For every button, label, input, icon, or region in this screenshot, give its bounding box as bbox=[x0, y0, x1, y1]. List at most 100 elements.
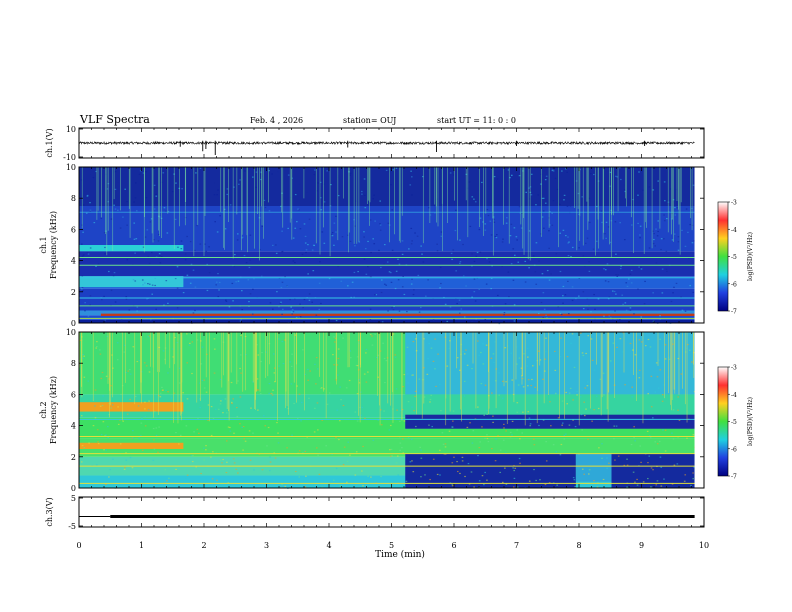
spectrogram-ch2-speckle bbox=[236, 480, 239, 483]
spectrogram-ch2-speckle bbox=[193, 431, 195, 433]
spectrogram-ch1-speckle bbox=[535, 204, 537, 206]
spectrogram-ch1-speckle bbox=[155, 195, 158, 197]
spectrogram-ch2-speckle bbox=[256, 344, 258, 346]
spectrogram-ch2-speckle bbox=[201, 346, 204, 348]
spectrogram-ch1-speckle bbox=[689, 223, 691, 226]
spectrogram-ch1-speckle bbox=[93, 221, 96, 224]
spectrogram-ch1-speckle bbox=[369, 308, 372, 310]
spectrogram-ch1-speckle bbox=[513, 254, 516, 256]
spectrogram-ch1-speckle bbox=[323, 242, 326, 244]
spectrogram-ch2-speckle bbox=[336, 409, 339, 411]
spectrogram-ch1-speckle bbox=[578, 277, 581, 280]
spectrogram-ch2-speckle bbox=[278, 365, 280, 367]
spectrogram-ch2-speckle bbox=[638, 339, 641, 341]
spectrogram-ch1-speckle bbox=[397, 279, 400, 281]
spectrogram-ch1-speckle bbox=[484, 229, 487, 231]
spectrogram-ch2-speckle bbox=[296, 385, 298, 387]
spectrogram-ch1-speckle bbox=[353, 271, 356, 274]
spectrogram-ch2-speckle bbox=[271, 394, 274, 396]
spectrogram-ch2-speckle bbox=[650, 467, 653, 469]
spectrogram-ch2-speckle bbox=[331, 453, 333, 455]
spectrogram-ch2-speckle bbox=[369, 333, 372, 336]
spectrogram-ch2-speckle bbox=[472, 430, 475, 432]
spectrogram-ch2-speckle bbox=[175, 431, 177, 434]
spectrogram-ch2-speckle bbox=[514, 467, 517, 469]
spectrogram-ch2-speckle bbox=[512, 486, 515, 488]
spectrogram-ch1-speckle bbox=[606, 263, 609, 265]
spectrogram-ch2-speckle bbox=[397, 474, 400, 476]
spectrogram-ch2-speckle bbox=[125, 371, 127, 374]
spectrogram-ch1-speckle bbox=[204, 243, 206, 245]
spectrogram-ch1-speckle bbox=[458, 312, 461, 314]
spectrogram-ch1-speckle bbox=[395, 167, 398, 169]
spectrogram-ch1-speckle bbox=[614, 221, 617, 223]
spectrogram-ch2-speckle bbox=[340, 399, 342, 401]
spectrogram-ch2-speckle bbox=[533, 444, 536, 446]
spectrogram-ch1-speckle bbox=[474, 201, 477, 203]
spectrogram-ch1-segment bbox=[79, 276, 184, 288]
spectrogram-ch2-speckle bbox=[402, 386, 404, 388]
spectrogram-ch1-speckle bbox=[142, 172, 145, 174]
spectrogram-ch2-speckle bbox=[609, 360, 612, 362]
spectrogram-ch1-speckle bbox=[439, 287, 441, 289]
spectrogram-ch2-speckle bbox=[263, 415, 265, 417]
spectrogram-ch1-speckle bbox=[644, 280, 646, 283]
spectrogram-ch1-speckle bbox=[186, 235, 188, 238]
spectrogram-ch2-speckle bbox=[406, 373, 409, 375]
spectrogram-ch2-speckle bbox=[100, 433, 103, 436]
spectrogram-ch2-speckle bbox=[657, 387, 660, 389]
spectrogram-ch1-speckle bbox=[410, 227, 413, 230]
spectrogram-ch1-speckle bbox=[663, 181, 666, 183]
spectrogram-ch2-ylabel: ch.2 bbox=[39, 401, 48, 418]
spectrogram-ch2-speckle bbox=[640, 461, 642, 463]
spectrogram-ch2-speckle bbox=[395, 462, 398, 464]
spectrogram-ch2-speckle bbox=[360, 414, 363, 416]
spectrogram-ch2-speckle bbox=[243, 438, 246, 440]
spectrogram-ch1-speckle bbox=[275, 252, 278, 254]
spectrogram-ch2-speckle bbox=[274, 457, 277, 459]
spectrogram-ch1-speckle bbox=[628, 203, 631, 205]
spectrogram-ch2-speckle bbox=[647, 393, 650, 395]
spectrogram-ch1-speckle bbox=[490, 287, 492, 290]
spectrogram-ch2-speckle bbox=[307, 368, 309, 371]
spectrogram-ch1-speckle bbox=[666, 217, 668, 220]
spectrogram-ch2-speckle bbox=[256, 378, 259, 380]
spectrogram-ch1-speckle bbox=[307, 243, 309, 246]
spectrogram-ch1-speckle bbox=[84, 302, 86, 304]
spectrogram-ch2-speckle bbox=[298, 450, 301, 452]
spectrogram-ch2-speckle bbox=[598, 447, 600, 449]
spectrogram-ch1-speckle bbox=[102, 168, 104, 171]
spectrogram-ch1-speckle bbox=[146, 229, 149, 231]
spectrogram-ch2-speckle bbox=[483, 484, 485, 486]
spectrogram-ch2-speckle bbox=[349, 357, 352, 359]
spectrogram-ch2-speckle bbox=[162, 389, 164, 391]
spectrogram-ch1-speckle bbox=[440, 235, 443, 237]
spectrogram-ch2-speckle bbox=[210, 405, 213, 408]
waveform-ch1-ytick-label: -10 bbox=[63, 153, 76, 162]
spectrogram-ch1-speckle bbox=[473, 278, 476, 280]
spectrogram-ch2-speckle bbox=[96, 429, 99, 431]
spectrogram-ch2-speckle bbox=[652, 417, 654, 419]
spectrogram-ch1-speckle bbox=[206, 263, 209, 266]
spectrogram-ch2-speckle bbox=[358, 379, 360, 381]
spectrogram-ch1-speckle bbox=[462, 243, 464, 246]
spectrogram-ch1-speckle bbox=[307, 273, 309, 275]
spectrogram-ch1-speckle bbox=[416, 235, 419, 237]
spectrogram-ch1-speckle bbox=[469, 225, 472, 228]
spectrogram-ch1-speckle bbox=[452, 174, 455, 176]
spectrogram-ch2-speckle bbox=[291, 434, 293, 436]
spectrogram-ch2-speckle bbox=[191, 460, 194, 463]
spectrogram-ch1-speckle bbox=[281, 230, 283, 232]
spectrogram-ch1-speckle bbox=[565, 168, 567, 170]
spectrogram-ch2-speckle bbox=[119, 419, 121, 421]
spectrogram-ch2-speckle bbox=[656, 480, 659, 482]
spectrogram-ch1-speckle bbox=[87, 253, 90, 255]
spectrogram-ch1-speckle bbox=[608, 296, 611, 298]
spectrogram-ch2-speckle bbox=[332, 479, 335, 481]
spectrogram-ch2-speckle bbox=[420, 476, 422, 478]
spectrogram-ch1-speckle bbox=[449, 172, 452, 174]
spectrogram-ch1-speckle bbox=[534, 271, 537, 273]
spectrogram-ch1-speckle bbox=[406, 310, 408, 313]
spectrogram-ch1-speckle bbox=[257, 205, 259, 207]
